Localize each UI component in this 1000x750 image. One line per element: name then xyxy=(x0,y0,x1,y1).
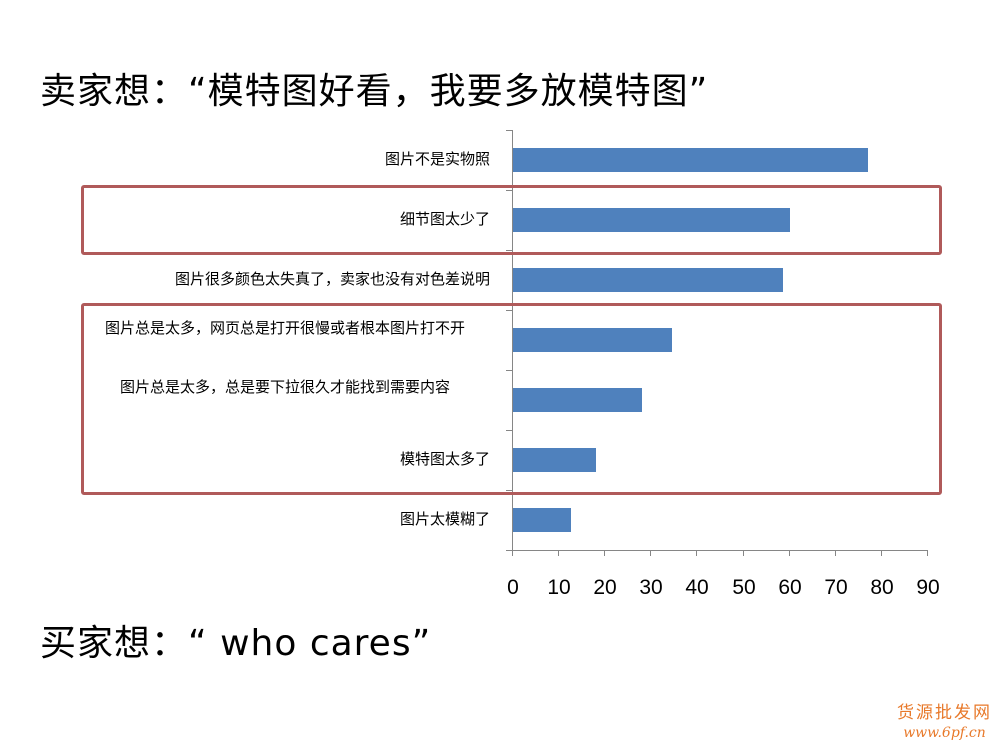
x-tick-label: 30 xyxy=(639,576,663,599)
slide-title: 卖家想：“模特图好看，我要多放模特图” xyxy=(40,71,709,112)
x-tick-label: 60 xyxy=(778,576,802,599)
x-tick xyxy=(743,550,744,556)
x-tick xyxy=(789,550,790,556)
category-label: 模特图太多了 xyxy=(399,450,490,468)
bar xyxy=(513,448,596,472)
y-tick xyxy=(506,250,512,251)
x-tick xyxy=(927,550,928,556)
x-tick-label: 90 xyxy=(916,576,940,599)
y-tick xyxy=(506,190,512,191)
bar xyxy=(513,268,783,292)
x-tick xyxy=(604,550,605,556)
category-label: 图片不是实物照 xyxy=(384,150,490,168)
highlight-box-too-many xyxy=(81,303,942,495)
x-tick-label: 0 xyxy=(507,576,519,599)
y-tick xyxy=(506,370,512,371)
x-tick-label: 80 xyxy=(870,576,894,599)
x-tick-label: 10 xyxy=(547,576,571,599)
watermark: 货源批发网 www.6pf.cn xyxy=(897,702,992,742)
y-axis xyxy=(512,130,513,550)
category-label: 图片总是太多，总是要下拉很久才能找到需要内容 xyxy=(119,378,450,396)
category-label: 图片太模糊了 xyxy=(399,510,490,528)
bar xyxy=(513,508,571,532)
y-tick xyxy=(506,430,512,431)
highlight-box-detail xyxy=(81,185,942,255)
x-tick xyxy=(558,550,559,556)
y-tick xyxy=(506,130,512,131)
x-tick-label: 50 xyxy=(732,576,756,599)
watermark-name: 货源批发网 xyxy=(897,703,992,723)
bar xyxy=(513,208,790,232)
category-label: 图片很多颜色太失真了，卖家也没有对色差说明 xyxy=(174,270,490,288)
x-tick-label: 20 xyxy=(593,576,617,599)
y-tick xyxy=(506,550,512,551)
bar xyxy=(513,148,869,172)
y-tick xyxy=(506,490,512,491)
bar xyxy=(513,388,643,412)
x-tick xyxy=(881,550,882,556)
slide-subtitle: 买家想：“ who cares” xyxy=(40,623,432,664)
x-tick-label: 70 xyxy=(824,576,848,599)
x-axis xyxy=(512,550,928,551)
watermark-url: www.6pf.cn xyxy=(903,725,986,741)
x-tick xyxy=(512,550,513,556)
bar xyxy=(513,328,673,352)
y-tick xyxy=(506,310,512,311)
category-label: 细节图太少了 xyxy=(399,210,490,228)
x-tick xyxy=(650,550,651,556)
x-tick xyxy=(835,550,836,556)
x-tick xyxy=(696,550,697,556)
category-label: 图片总是太多，网页总是打开很慢或者根本图片打不开 xyxy=(104,319,465,337)
x-tick-label: 40 xyxy=(685,576,709,599)
